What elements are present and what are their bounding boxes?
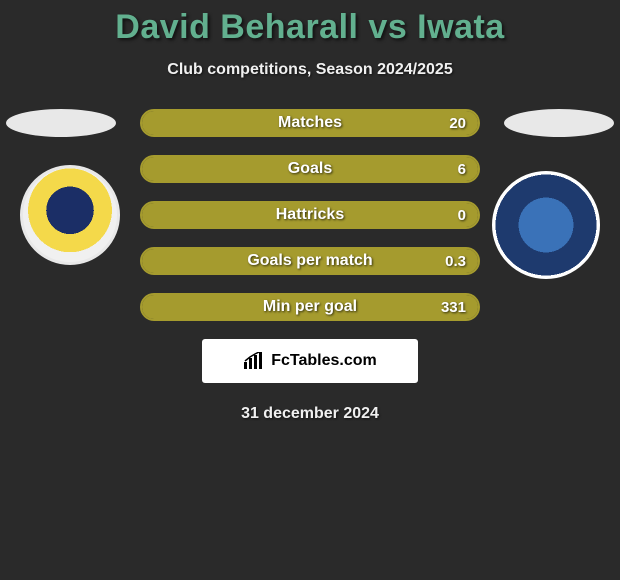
club-crest-left	[20, 165, 120, 265]
stat-bar: Hattricks0	[140, 201, 480, 229]
footer-date: 31 december 2024	[0, 405, 620, 423]
stat-bar: Goals per match0.3	[140, 247, 480, 275]
page-subtitle: Club competitions, Season 2024/2025	[0, 61, 620, 79]
stat-bar: Goals6	[140, 155, 480, 183]
chart-icon	[243, 352, 265, 370]
watermark-text: FcTables.com	[271, 352, 377, 370]
stat-bar-label: Hattricks	[142, 203, 478, 227]
comparison-arena: Matches20 Goals6 Hattricks0 Goals per match…	[0, 109, 620, 321]
stat-bar-label: Goals per match	[142, 249, 478, 273]
stat-bar-value-right: 0.3	[445, 249, 466, 273]
stat-bar-label: Goals	[142, 157, 478, 181]
stat-bars: Matches20 Goals6 Hattricks0 Goals per match…	[140, 109, 480, 321]
stat-bar: Matches20	[140, 109, 480, 137]
stat-bar-value-right: 0	[458, 203, 466, 227]
stat-bar-value-right: 20	[449, 111, 466, 135]
club-crest-right	[492, 171, 600, 279]
stat-bar: Min per goal331	[140, 293, 480, 321]
stat-bar-label: Matches	[142, 111, 478, 135]
player-oval-left	[6, 109, 116, 137]
stat-bar-value-right: 6	[458, 157, 466, 181]
page-title: David Beharall vs Iwata	[0, 0, 620, 47]
player-oval-right	[504, 109, 614, 137]
stat-bar-label: Min per goal	[142, 295, 478, 319]
watermark: FcTables.com	[202, 339, 418, 383]
stat-bar-value-right: 331	[441, 295, 466, 319]
